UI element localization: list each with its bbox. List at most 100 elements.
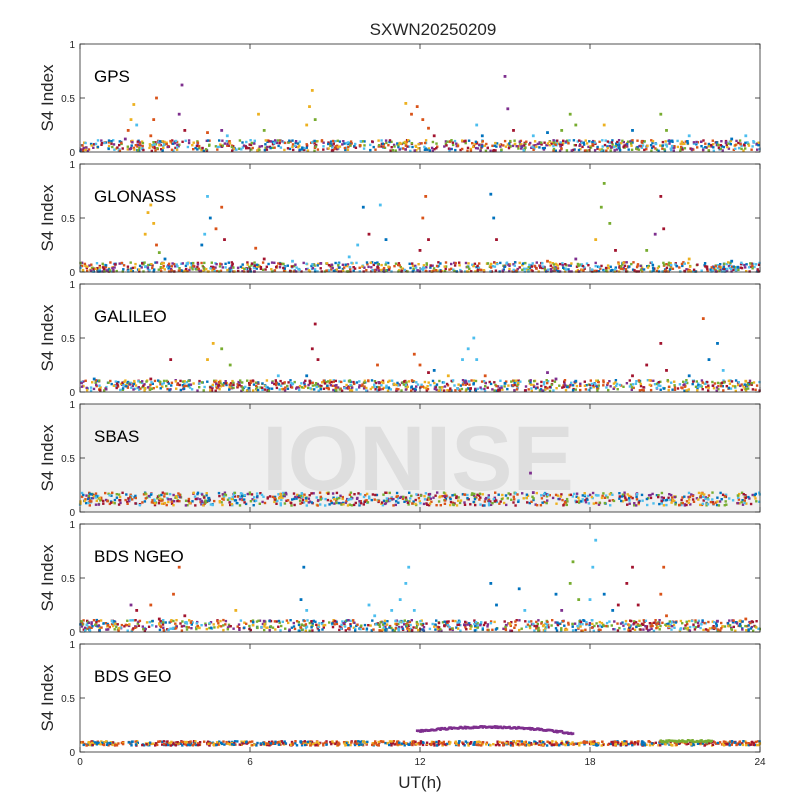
data-point [359,493,362,496]
data-point [152,270,155,273]
data-point [248,383,251,386]
data-point [358,502,361,506]
data-point [443,620,446,623]
data-point [153,268,156,271]
spike-points [529,471,535,494]
data-point [660,491,664,495]
data-point [249,139,252,142]
data-point [398,142,401,145]
data-point [81,149,85,152]
data-point [504,627,507,630]
data-point [585,142,589,145]
data-point [624,496,627,499]
data-point [173,141,177,145]
data-point [235,148,238,151]
data-point [82,147,86,150]
data-point [674,501,677,504]
data-point [158,144,161,147]
data-point [100,139,103,142]
data-point [495,627,498,630]
data-point [495,142,499,145]
data-point [192,261,195,265]
data-point [453,269,456,273]
data-point [581,629,584,632]
data-point [117,629,120,632]
data-point [670,148,673,152]
data-point [468,267,471,270]
data-point [585,262,589,265]
data-point [101,266,105,269]
data-point [270,387,274,390]
data-point [631,496,634,500]
data-point [601,494,604,498]
data-point [487,502,491,505]
data-point [599,267,602,270]
data-point [583,494,587,498]
data-point [226,498,230,501]
data-point [621,267,624,271]
data-point [422,502,426,506]
y-axis-label: S4 Index [38,64,57,132]
data-point [371,140,374,143]
data-point [385,384,388,387]
data-point [471,142,474,145]
data-point [313,149,316,152]
data-point [421,624,424,627]
data-point [640,140,643,143]
data-point [286,499,290,502]
data-point [479,624,482,627]
data-point [590,270,594,273]
data-point [711,620,714,623]
data-point [632,261,635,264]
data-point [736,494,740,497]
data-point [635,495,638,499]
data-point [643,742,647,745]
data-point [266,145,269,149]
data-point [521,144,524,148]
data-point [657,149,660,152]
data-point [125,383,128,387]
data-point [715,622,718,625]
data-point [566,500,569,503]
data-point [567,623,570,626]
data-point [679,142,682,145]
data-point [404,388,408,391]
data-point [192,491,195,494]
data-point [711,498,714,501]
data-point [418,363,422,367]
data-point [426,388,430,391]
data-point [618,492,621,495]
data-point [697,382,700,385]
data-point [398,383,401,387]
data-point [448,496,452,499]
data-point [264,143,267,146]
data-point [162,146,165,149]
data-point [167,500,170,504]
data-point [133,266,137,269]
data-point [374,740,377,743]
data-point [445,144,448,147]
data-point [374,148,377,151]
data-point [370,270,373,273]
data-point [626,503,629,506]
data-point [324,497,327,501]
data-point [231,264,234,267]
data-point [252,504,255,507]
data-point [744,617,748,621]
data-point [670,628,673,631]
data-point [246,270,250,273]
data-point [167,382,170,385]
data-point [406,629,410,632]
data-point [674,503,677,506]
data-point [367,379,370,383]
data-point [279,496,282,499]
data-point [583,619,586,623]
data-point [291,259,294,263]
data-point [628,494,631,498]
data-point [494,141,497,145]
data-point [466,493,469,497]
data-point [757,743,761,747]
data-point [303,381,306,384]
data-point [330,380,333,384]
data-point [440,386,444,389]
